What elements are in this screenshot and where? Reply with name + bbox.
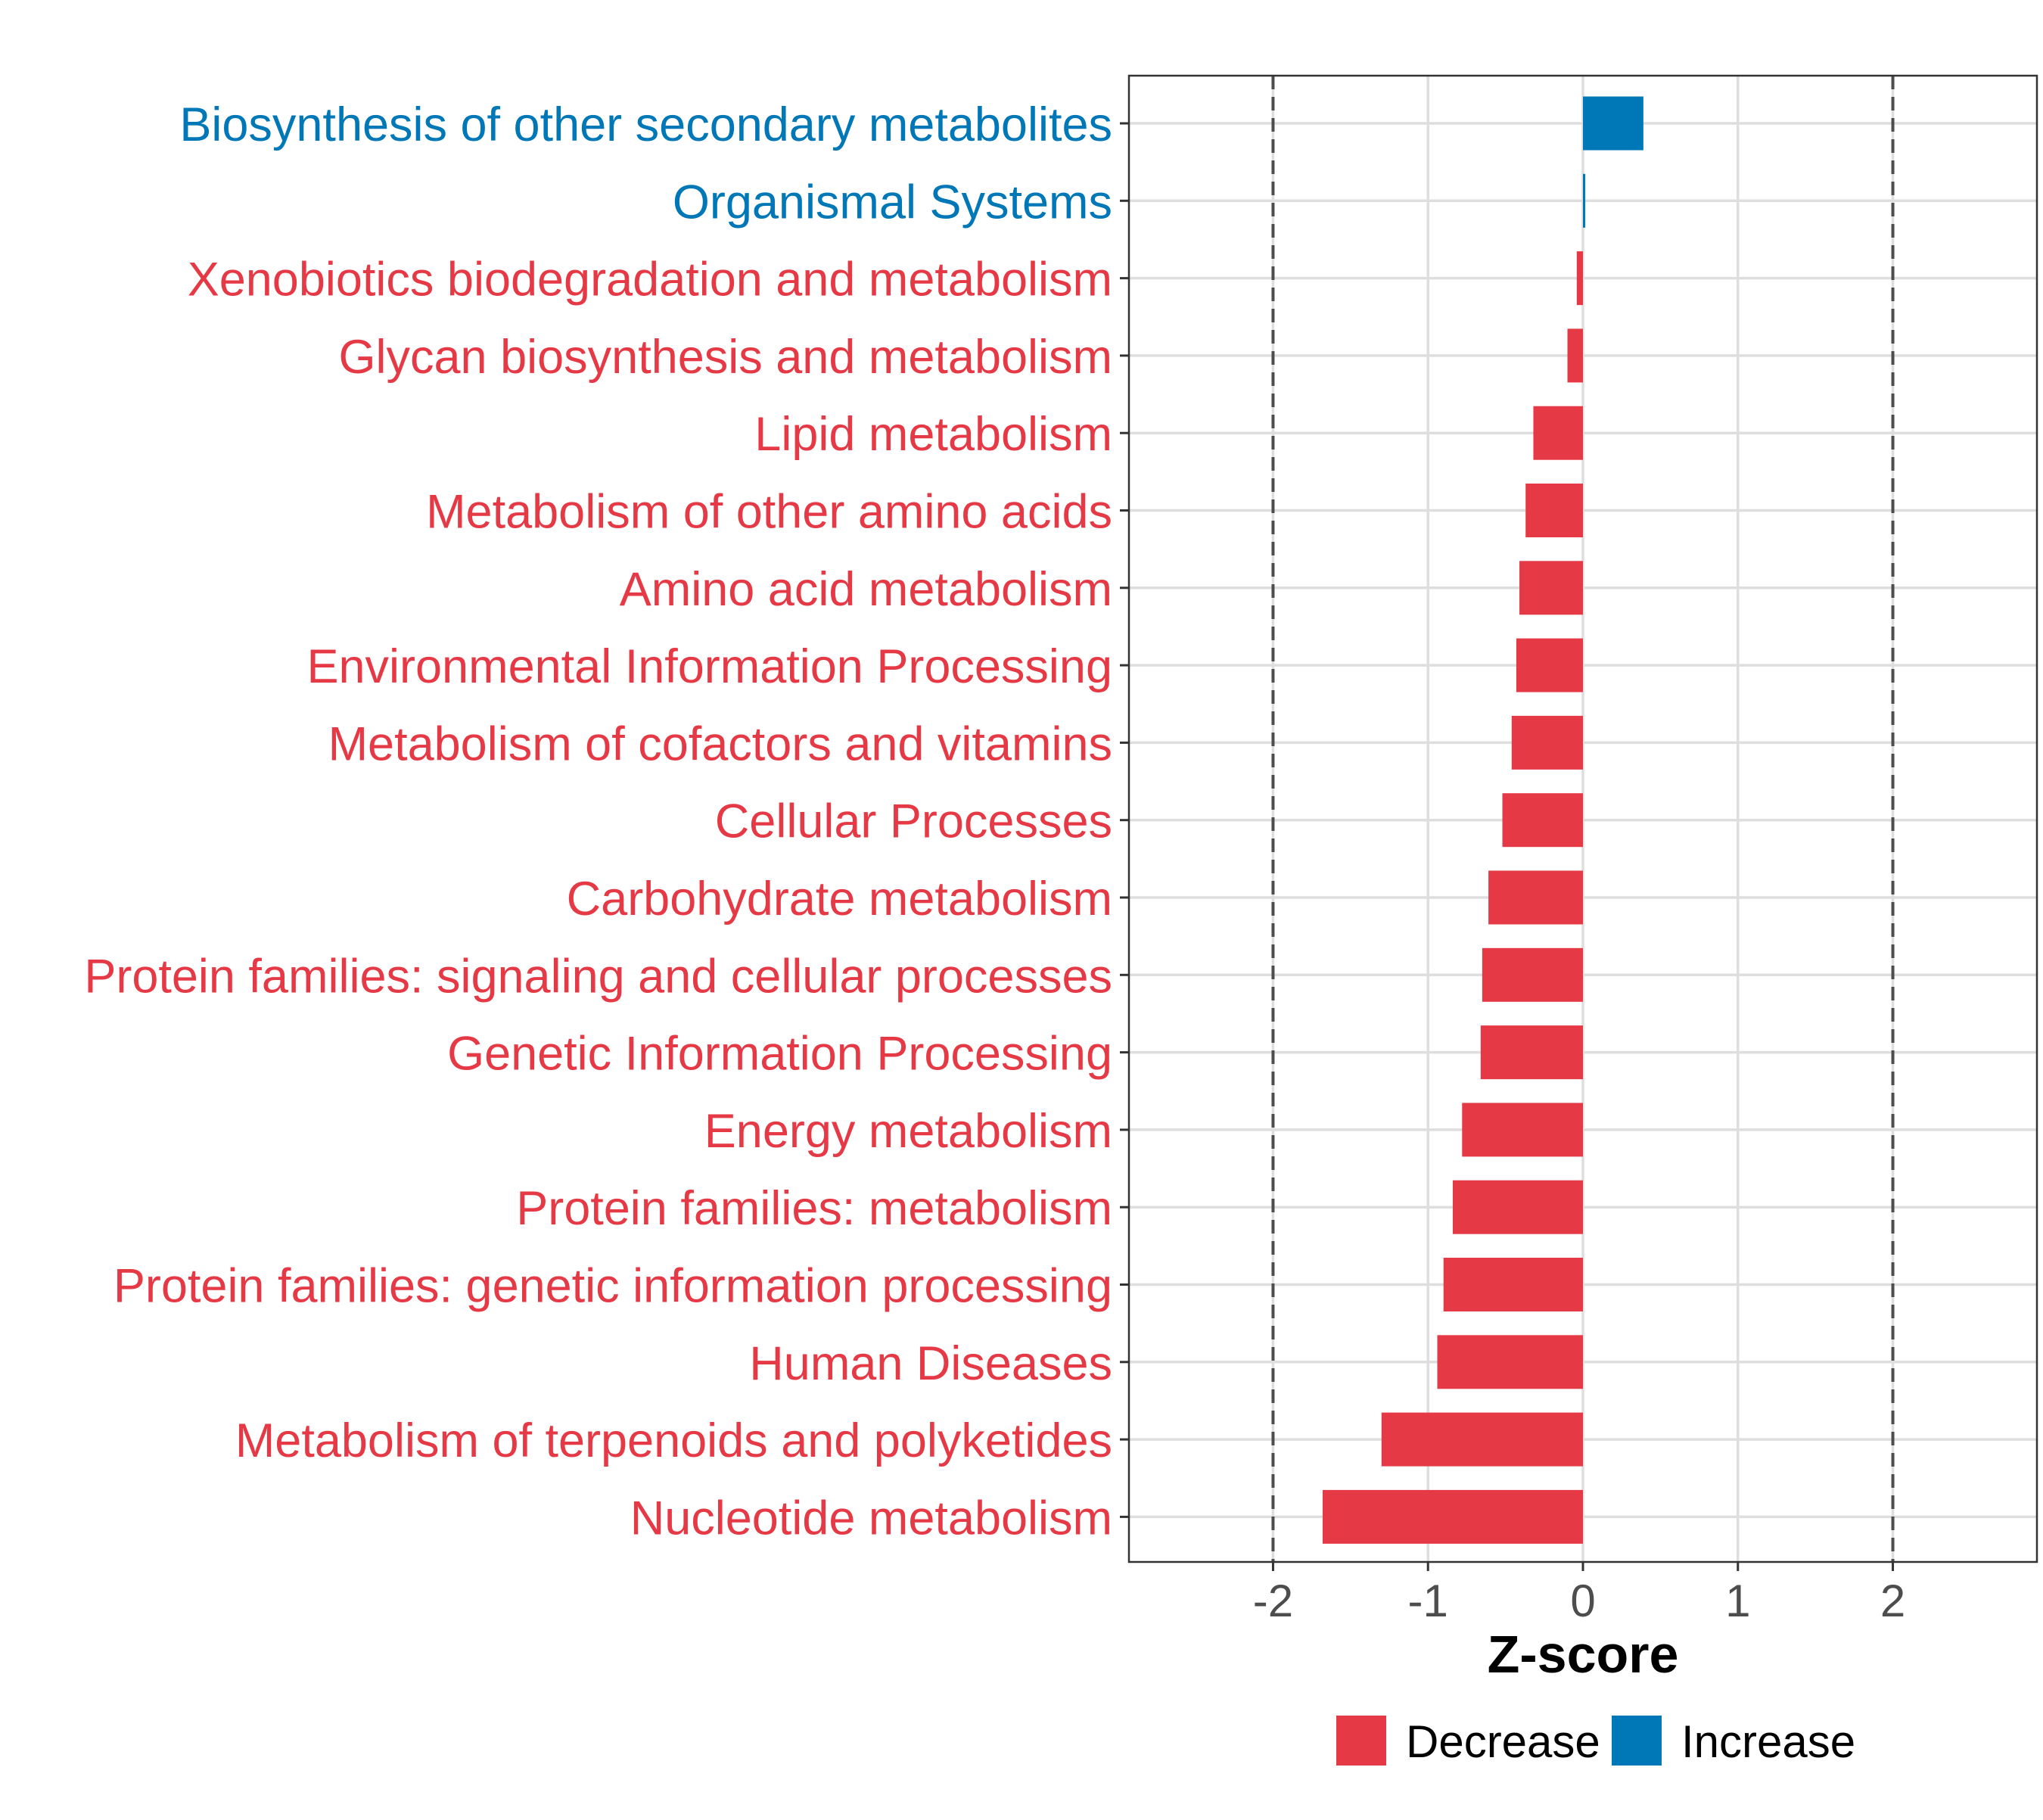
category-label: Human Diseases: [749, 1337, 1112, 1390]
category-label: Genetic Information Processing: [447, 1028, 1112, 1081]
category-label: Organismal Systems: [673, 176, 1112, 229]
bar: [1519, 561, 1583, 615]
bar: [1583, 96, 1643, 151]
category-label: Biosynthesis of other secondary metaboli…: [179, 98, 1112, 151]
legend-label: Decrease: [1406, 1716, 1600, 1767]
category-label: Carbohydrate metabolism: [567, 873, 1112, 926]
bar: [1511, 715, 1583, 770]
legend-swatch: [1336, 1716, 1386, 1766]
bar: [1322, 1489, 1583, 1544]
x-tick-label: 2: [1880, 1576, 1905, 1626]
bar: [1381, 1412, 1583, 1467]
category-label: Lipid metabolism: [754, 408, 1112, 461]
category-label: Metabolism of other amino acids: [426, 486, 1112, 539]
category-label: Energy metabolism: [704, 1105, 1112, 1158]
bar: [1488, 870, 1583, 925]
bar: [1576, 251, 1583, 306]
bar: [1567, 328, 1583, 383]
x-axis-title: Z-score: [1488, 1625, 1679, 1684]
category-label: Protein families: genetic information pr…: [114, 1260, 1112, 1313]
x-tick-label: 1: [1725, 1576, 1750, 1626]
bar: [1502, 793, 1583, 848]
bar: [1462, 1103, 1583, 1157]
bar: [1583, 173, 1586, 228]
bar: [1525, 484, 1583, 537]
bar: [1452, 1180, 1583, 1234]
x-tick-label: -1: [1408, 1576, 1448, 1626]
legend-label: Increase: [1681, 1716, 1855, 1767]
x-tick-label: 0: [1570, 1576, 1595, 1626]
x-tick-label: -2: [1253, 1576, 1293, 1626]
category-label: Protein families: metabolism: [516, 1182, 1112, 1235]
category-label: Nucleotide metabolism: [630, 1492, 1112, 1545]
bar: [1516, 638, 1583, 692]
category-label: Protein families: signaling and cellular…: [84, 950, 1112, 1003]
bar: [1480, 1025, 1583, 1080]
category-label: Metabolism of cofactors and vitamins: [328, 717, 1112, 770]
bar: [1482, 947, 1583, 1002]
category-label: Metabolism of terpenoids and polyketides: [235, 1414, 1112, 1467]
bar: [1533, 406, 1583, 460]
bar: [1443, 1258, 1583, 1311]
legend-swatch: [1612, 1716, 1662, 1766]
category-label: Cellular Processes: [715, 795, 1112, 848]
category-label: Glycan biosynthesis and metabolism: [339, 331, 1113, 384]
category-label: Environmental Information Processing: [306, 640, 1112, 693]
category-label: Amino acid metabolism: [620, 563, 1112, 616]
category-label: Xenobiotics biodegradation and metabolis…: [188, 254, 1112, 306]
bar: [1437, 1335, 1583, 1389]
